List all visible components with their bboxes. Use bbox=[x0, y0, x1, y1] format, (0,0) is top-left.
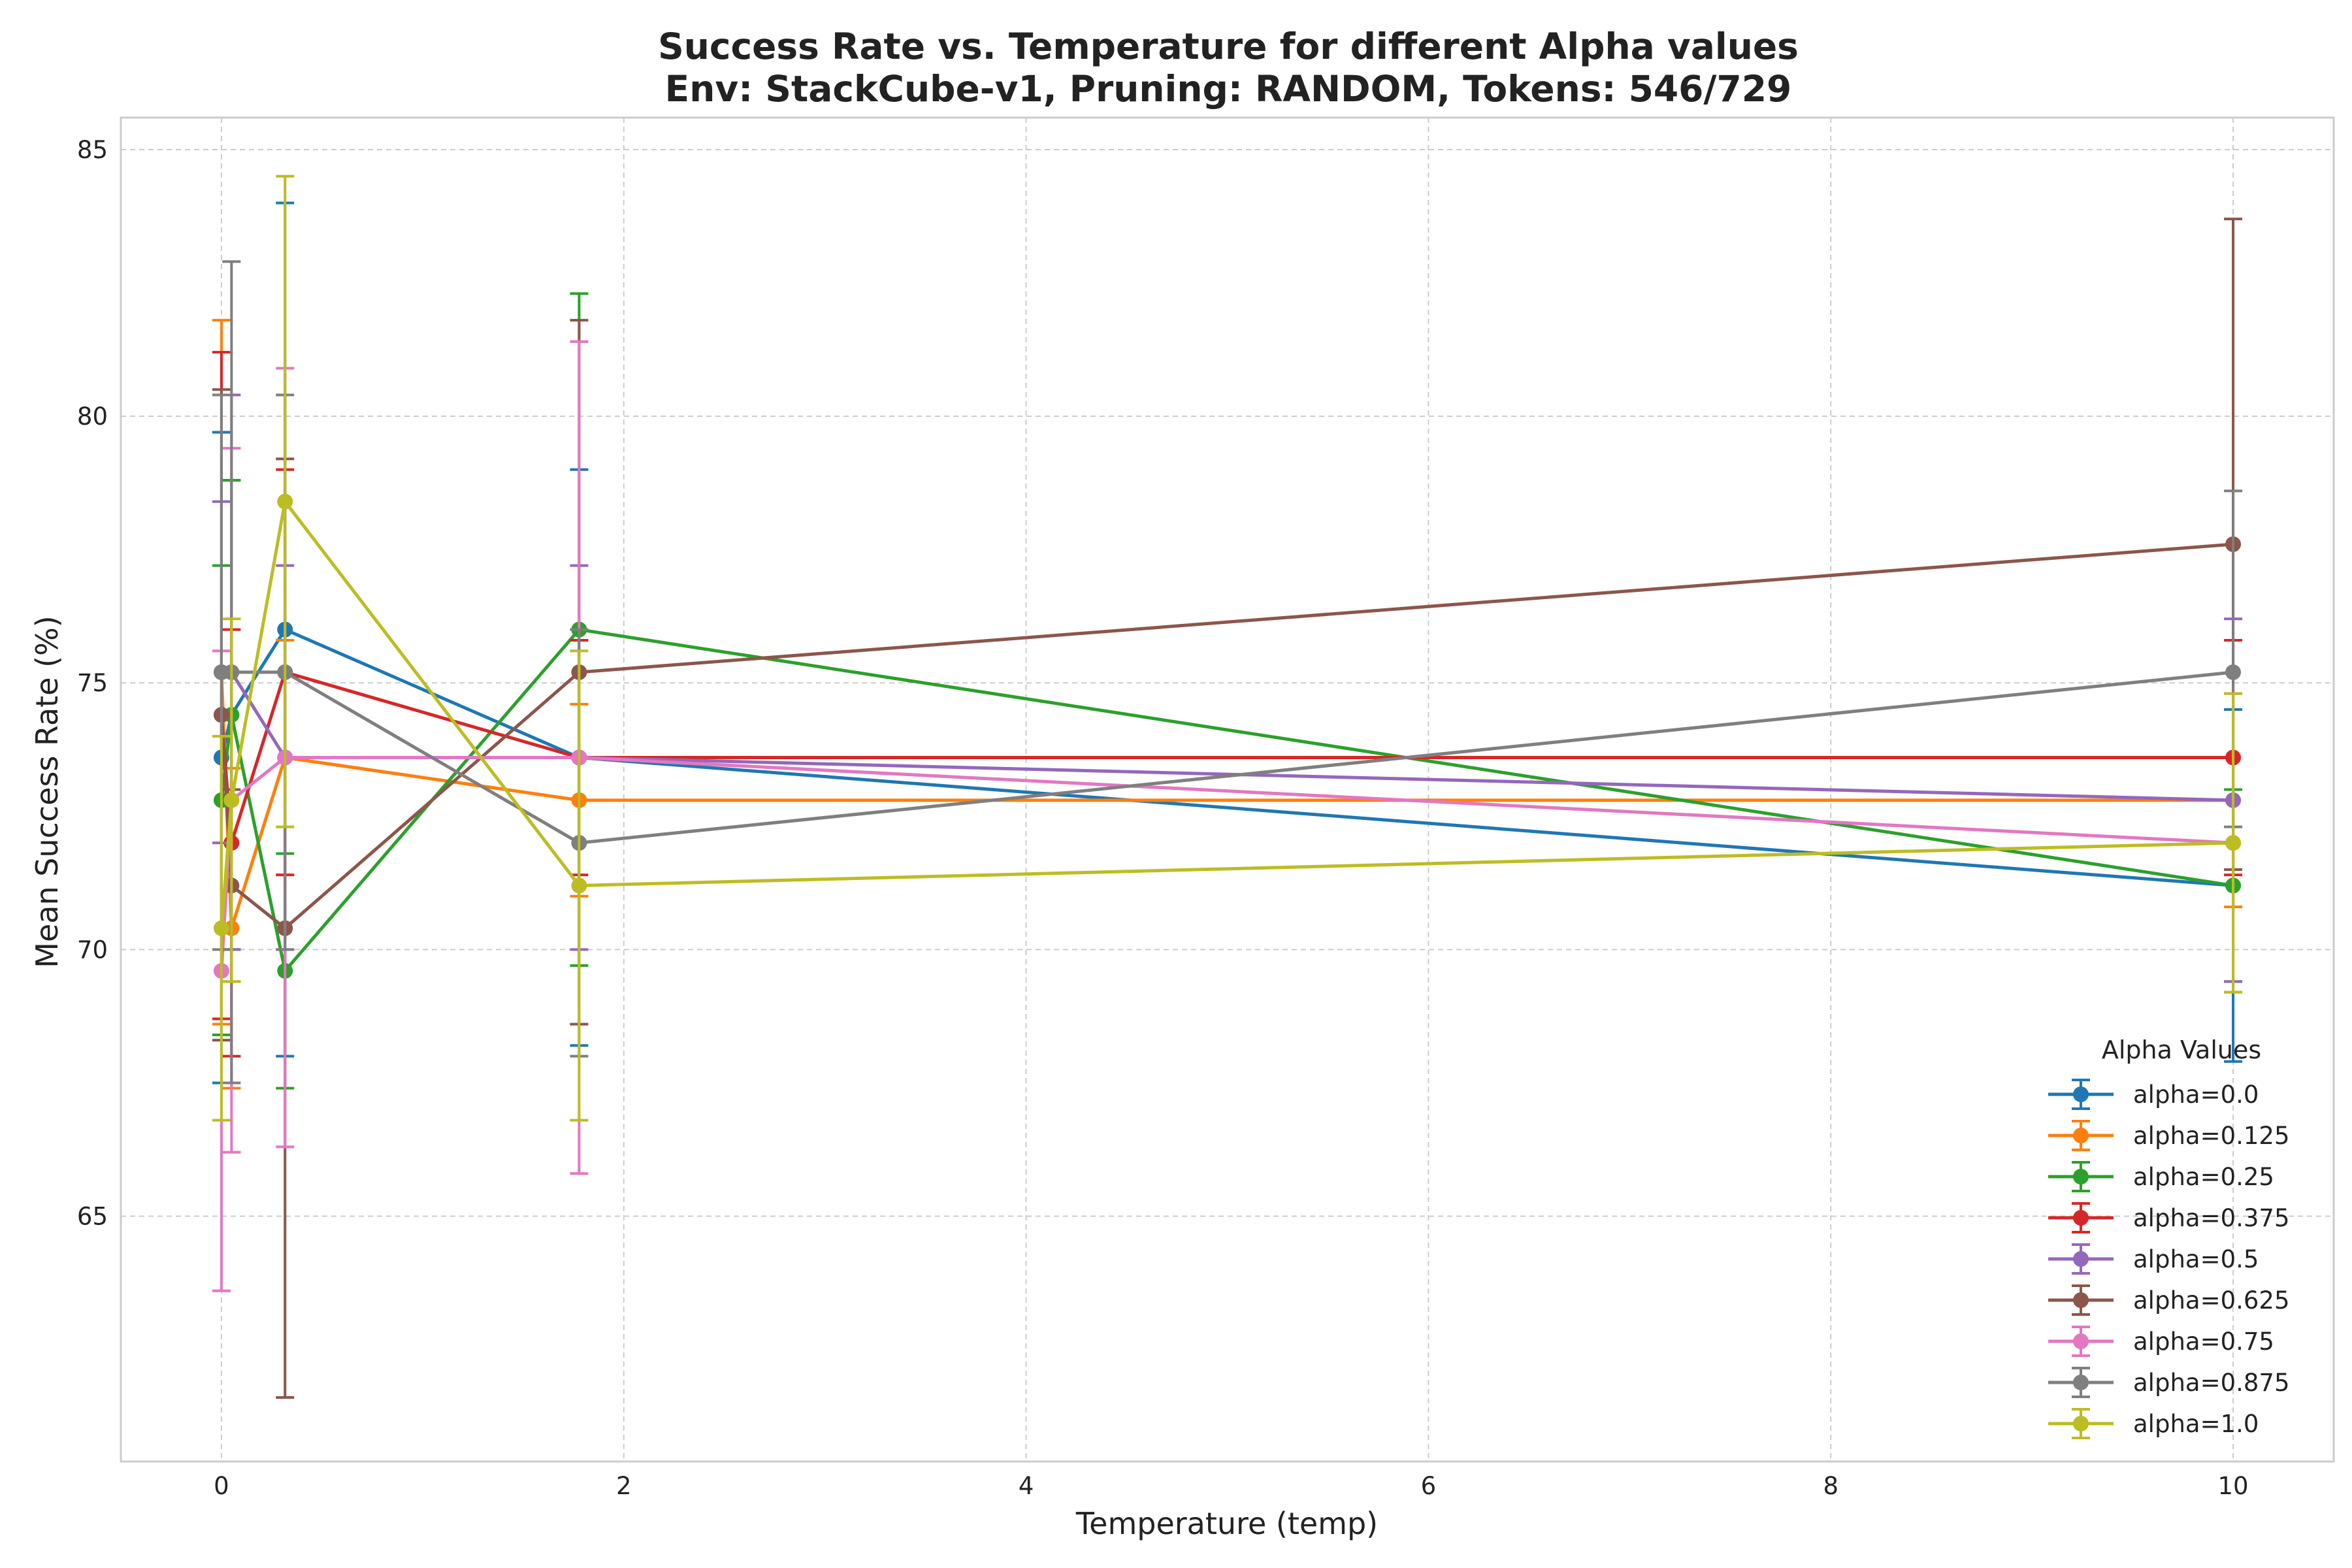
y-tick-label: 70 bbox=[77, 936, 108, 964]
series-alpha=1.0 bbox=[212, 174, 2243, 1122]
legend-item: alpha=0.5 bbox=[2048, 1243, 2259, 1275]
x-tick-label: 6 bbox=[1421, 1472, 1437, 1500]
x-tick-label: 2 bbox=[616, 1472, 632, 1500]
legend: Alpha Values alpha=0.0alpha=0.125alpha=0… bbox=[2048, 1036, 2290, 1439]
legend-label: alpha=0.0 bbox=[2133, 1081, 2259, 1109]
legend-label: alpha=0.375 bbox=[2133, 1204, 2290, 1232]
legend-label: alpha=0.5 bbox=[2133, 1245, 2259, 1273]
legend-marker bbox=[2073, 1333, 2089, 1349]
data-point bbox=[223, 792, 240, 808]
legend-marker bbox=[2073, 1416, 2089, 1431]
chart-title: Success Rate vs. Temperature for differe… bbox=[658, 25, 1799, 67]
data-point bbox=[2225, 835, 2242, 851]
legend-label: alpha=0.625 bbox=[2133, 1286, 2290, 1315]
x-tick-label: 10 bbox=[2217, 1472, 2248, 1500]
x-tick-label: 8 bbox=[1823, 1472, 1838, 1500]
legend-marker bbox=[2073, 1169, 2089, 1184]
x-tick-label: 0 bbox=[214, 1472, 229, 1500]
x-tick-labels: 0 2 4 6 8 10 bbox=[214, 1472, 2248, 1500]
data-point bbox=[213, 920, 229, 936]
legend-marker bbox=[2073, 1128, 2089, 1143]
legend-marker bbox=[2073, 1375, 2089, 1390]
legend-item: alpha=0.625 bbox=[2048, 1284, 2290, 1316]
chart-subtitle: Env: StackCube-v1, Pruning: RANDOM, Toke… bbox=[665, 68, 1792, 110]
x-axis-label: Temperature (temp) bbox=[1075, 1506, 1378, 1541]
legend-item: alpha=0.375 bbox=[2048, 1202, 2290, 1233]
legend-item: alpha=0.0 bbox=[2048, 1079, 2259, 1110]
data-point bbox=[277, 493, 293, 510]
data-point bbox=[571, 877, 587, 894]
legend-item: alpha=1.0 bbox=[2048, 1408, 2259, 1439]
legend-label: alpha=0.875 bbox=[2133, 1369, 2290, 1397]
legend-title: Alpha Values bbox=[2102, 1036, 2261, 1064]
legend-items: alpha=0.0 alpha=0.125 alpha=0.25 alpha=0.37… bbox=[2048, 1079, 2290, 1439]
legend-label: alpha=0.125 bbox=[2133, 1122, 2290, 1150]
legend-marker bbox=[2073, 1292, 2089, 1308]
legend-marker bbox=[2073, 1210, 2089, 1226]
y-tick-label: 80 bbox=[77, 402, 108, 431]
y-tick-label: 85 bbox=[77, 136, 108, 164]
legend-item: alpha=0.75 bbox=[2048, 1326, 2274, 1357]
legend-marker bbox=[2073, 1086, 2089, 1102]
y-tick-label: 65 bbox=[77, 1203, 108, 1231]
data-series bbox=[212, 174, 2243, 1399]
y-tick-labels: 65 70 75 80 85 bbox=[77, 136, 108, 1231]
y-tick-label: 75 bbox=[77, 669, 108, 697]
legend-marker bbox=[2073, 1251, 2089, 1267]
legend-label: alpha=0.75 bbox=[2133, 1328, 2274, 1356]
y-axis-label: Mean Success Rate (%) bbox=[29, 615, 65, 968]
legend-label: alpha=1.0 bbox=[2133, 1410, 2259, 1438]
legend-item: alpha=0.25 bbox=[2048, 1161, 2274, 1192]
data-point bbox=[2225, 664, 2242, 680]
legend-item: alpha=0.125 bbox=[2048, 1120, 2290, 1151]
x-tick-label: 4 bbox=[1019, 1472, 1034, 1500]
legend-item: alpha=0.875 bbox=[2048, 1367, 2290, 1398]
legend-label: alpha=0.25 bbox=[2133, 1163, 2274, 1191]
plot-frame bbox=[120, 116, 2335, 1463]
